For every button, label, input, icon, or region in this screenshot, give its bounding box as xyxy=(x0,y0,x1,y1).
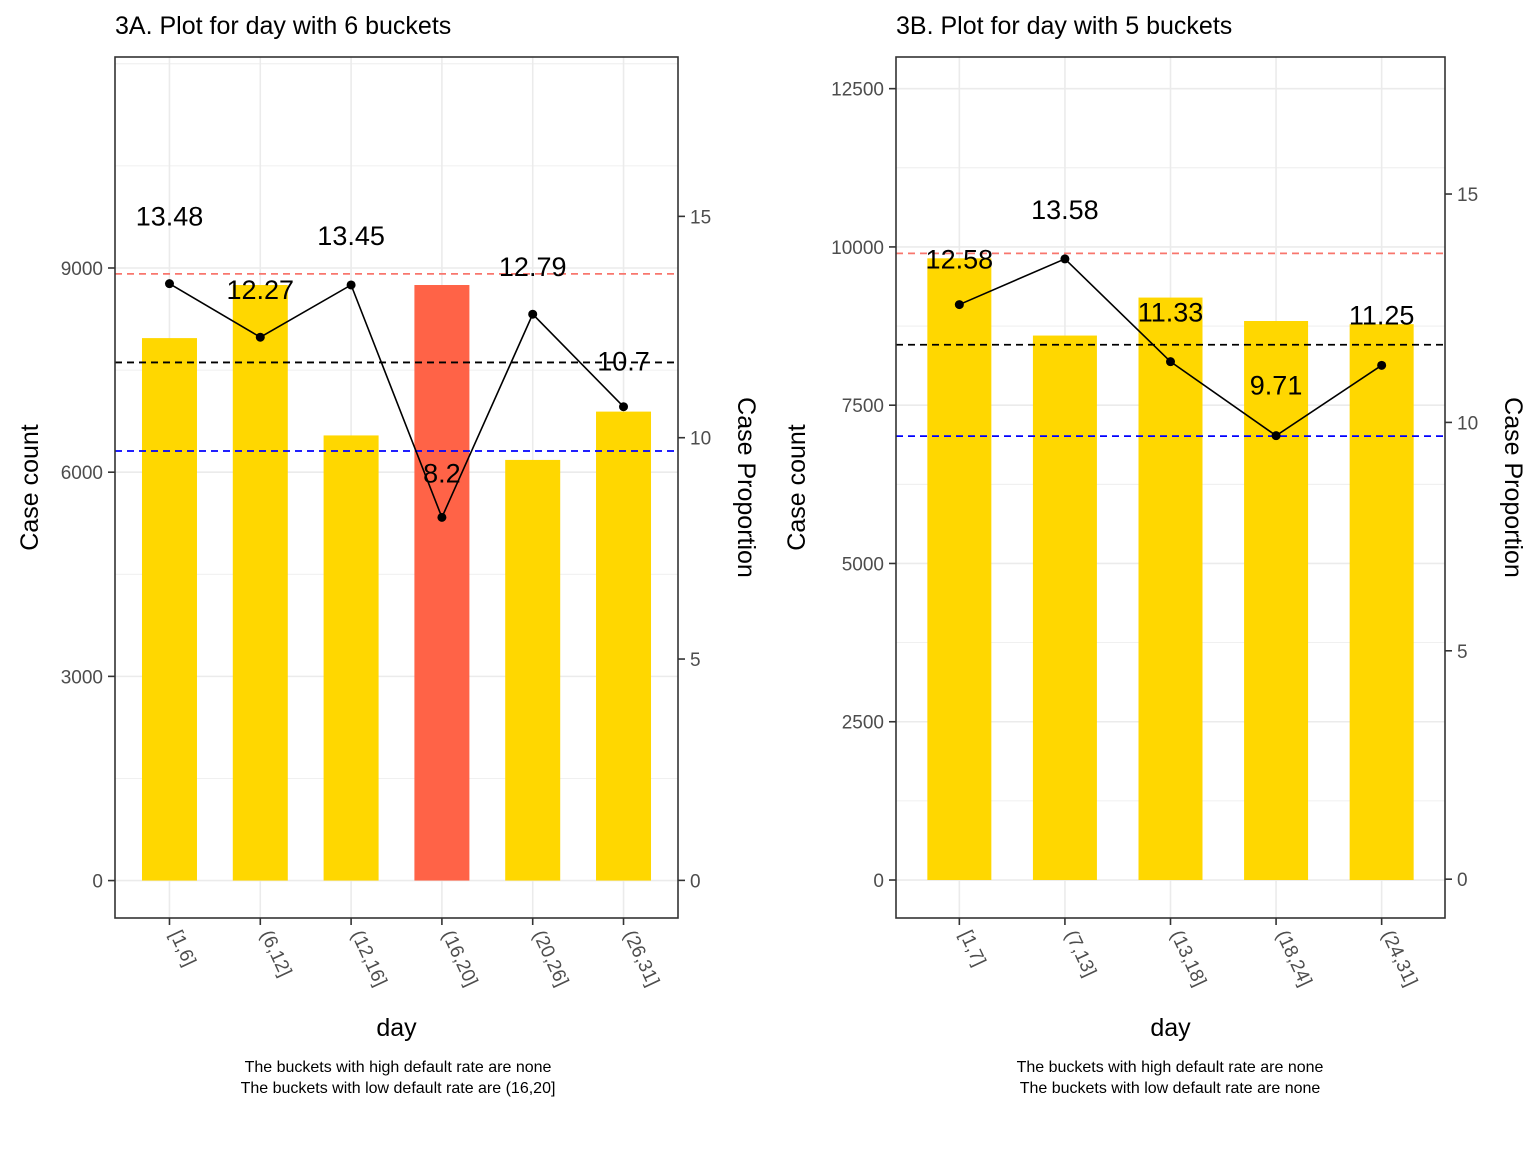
proportion-point xyxy=(954,300,964,310)
bar-[1,7] xyxy=(927,258,992,881)
x-tick-label: [1,6] xyxy=(165,927,200,969)
data-label: 8.2 xyxy=(423,458,461,488)
y-axis-title: Case count xyxy=(16,424,44,551)
y2-tick-label: 10 xyxy=(1457,413,1478,434)
y2-tick-label: 5 xyxy=(690,650,701,671)
bar-(6,12] xyxy=(232,285,288,881)
x-tick-label: (20,26] xyxy=(528,927,572,989)
proportion-point xyxy=(346,280,356,290)
data-label: 13.48 xyxy=(136,202,204,232)
bar-(18,24] xyxy=(1244,320,1309,881)
y-tick-label: 12500 xyxy=(831,80,884,101)
data-label: 13.58 xyxy=(1031,195,1099,225)
x-tick-label: (12,16] xyxy=(347,927,391,989)
caption-line: The buckets with low default rate are no… xyxy=(1020,1080,1321,1097)
x-tick-label: [1,7] xyxy=(955,927,990,969)
data-label: 9.71 xyxy=(1250,371,1303,401)
x-tick-label: (24,31] xyxy=(1377,927,1421,989)
chart-panel-1: 3A. Plot for day with 6 buckets 13.48 12.2… xyxy=(16,12,760,1097)
y2-tick-label: 15 xyxy=(1457,185,1478,206)
proportion-point xyxy=(164,279,174,289)
plot-background xyxy=(115,57,678,918)
bar-(26,31] xyxy=(596,411,652,881)
y-tick-label: 10000 xyxy=(831,238,884,259)
x-tick-label: (13,18] xyxy=(1166,927,1210,989)
caption-line: The buckets with high default rate are n… xyxy=(1017,1059,1324,1076)
bar-[1,6] xyxy=(141,338,197,881)
bar-(20,26] xyxy=(505,459,561,881)
y2-tick-label: 10 xyxy=(690,429,711,450)
y-tick-label: 9000 xyxy=(61,259,103,280)
x-tick-label: (18,24] xyxy=(1272,927,1316,989)
y2-tick-label: 5 xyxy=(1457,642,1468,663)
x-tick-label: (16,20] xyxy=(437,927,481,989)
data-label: 11.33 xyxy=(1138,298,1204,328)
data-label: 12.79 xyxy=(499,252,567,282)
proportion-point xyxy=(1271,431,1281,441)
caption-line: The buckets with high default rate are n… xyxy=(245,1059,552,1076)
y-tick-label: 0 xyxy=(92,872,103,893)
x-axis-title: day xyxy=(1150,1014,1191,1042)
data-label: 12.27 xyxy=(227,275,295,305)
proportion-point xyxy=(1377,360,1387,370)
panel-border xyxy=(114,56,679,919)
chart-title: 3B. Plot for day with 5 buckets xyxy=(896,12,1232,40)
data-label: 12.58 xyxy=(926,245,994,275)
bar-(7,13] xyxy=(1032,335,1097,881)
y-tick-label: 7500 xyxy=(842,396,884,417)
x-tick-label: (6,12] xyxy=(256,927,296,980)
proportion-line xyxy=(169,282,625,520)
proportion-point xyxy=(1060,254,1070,264)
y2-axis-title: Case Proportion xyxy=(732,397,760,578)
x-tick-label: (26,31] xyxy=(619,927,663,989)
bar-(13,18] xyxy=(1138,297,1203,881)
x-axis-title: day xyxy=(376,1014,417,1042)
y2-axis-title: Case Proportion xyxy=(1499,397,1527,578)
y-tick-label: 6000 xyxy=(61,463,103,484)
proportion-point xyxy=(437,512,447,522)
y2-tick-label: 15 xyxy=(690,207,711,228)
y2-tick-label: 0 xyxy=(1457,870,1468,891)
chart-panel-2: 3B. Plot for day with 5 buckets 12.58 13.5… xyxy=(783,12,1527,1097)
y-tick-label: 3000 xyxy=(61,667,103,688)
proportion-point xyxy=(528,309,538,319)
data-label: 10.7 xyxy=(597,347,650,377)
data-label: 11.25 xyxy=(1349,300,1415,330)
y-tick-label: 0 xyxy=(873,871,884,892)
y-tick-label: 5000 xyxy=(842,554,884,575)
data-label: 13.45 xyxy=(317,221,385,251)
bar-(24,31] xyxy=(1349,324,1414,881)
y-axis-title: Case count xyxy=(783,424,811,551)
y2-tick-label: 0 xyxy=(690,871,701,892)
y-tick-label: 2500 xyxy=(842,713,884,734)
proportion-point xyxy=(1166,357,1175,367)
caption-line: The buckets with low default rate are (1… xyxy=(241,1080,556,1097)
proportion-point xyxy=(619,402,629,412)
x-tick-label: (7,13] xyxy=(1060,927,1100,980)
chart-title: 3A. Plot for day with 6 buckets xyxy=(115,12,451,40)
proportion-point xyxy=(255,332,265,342)
bar-(12,16] xyxy=(323,435,379,881)
bar-(16,20] xyxy=(414,285,470,881)
